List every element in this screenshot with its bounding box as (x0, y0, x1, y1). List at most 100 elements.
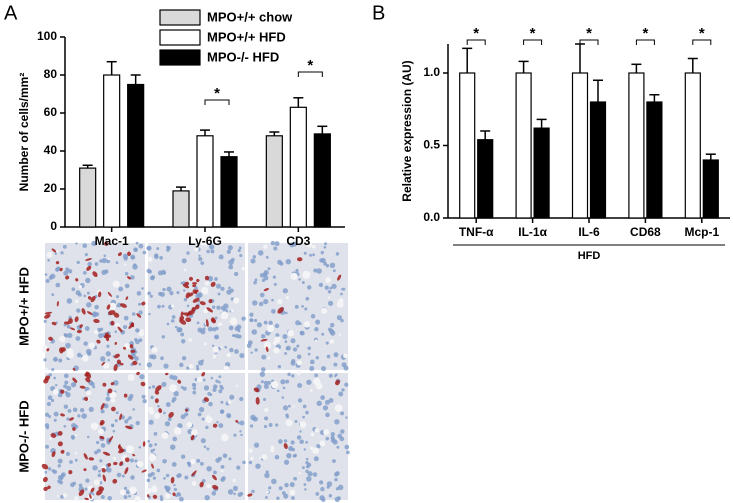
stained-cell (92, 271, 98, 278)
nucleus (315, 319, 321, 325)
nucleus (309, 365, 315, 372)
stained-cell (98, 291, 102, 298)
nucleus (328, 398, 334, 403)
nucleus (268, 486, 272, 490)
nucleus (214, 277, 218, 281)
nucleus (148, 312, 151, 316)
nucleus (173, 484, 176, 487)
nucleus (239, 253, 243, 258)
stained-cell (108, 435, 114, 443)
stained-cell (44, 314, 51, 319)
nucleus (290, 338, 296, 344)
stained-cell (120, 362, 124, 366)
stained-cell (141, 469, 147, 473)
nucleus (307, 471, 313, 477)
nucleus (277, 364, 282, 369)
nucleus (142, 399, 147, 404)
nucleus (236, 324, 242, 330)
nucleus (285, 258, 292, 265)
nucleus (162, 287, 166, 292)
bar (79, 167, 97, 228)
legend-label: MPO-/- HFD (207, 49, 279, 64)
stained-cell (212, 484, 219, 490)
nucleus (329, 322, 335, 328)
vacuole (270, 448, 275, 453)
nucleus (238, 246, 242, 250)
nucleus (63, 424, 67, 428)
nucleus (226, 413, 232, 419)
nucleus (313, 456, 319, 462)
vacuole (190, 458, 196, 465)
nucleus (285, 345, 291, 351)
nucleus (147, 245, 152, 251)
nucleus (340, 318, 344, 323)
x-tick-label: CD3 (286, 234, 310, 248)
stained-cell (141, 301, 146, 306)
nucleus (158, 291, 163, 296)
nucleus (223, 303, 229, 309)
nucleus (192, 386, 197, 391)
stained-cell (194, 304, 200, 310)
stained-cell (78, 489, 85, 497)
bar (172, 190, 190, 228)
nucleus (133, 247, 138, 253)
nucleus (289, 481, 295, 488)
nucleus (166, 286, 172, 292)
nucleus (146, 478, 151, 483)
nucleus (172, 436, 178, 442)
nucleus (294, 420, 298, 424)
stained-cell (75, 278, 79, 282)
stained-cell (119, 461, 124, 466)
nucleus (261, 334, 266, 339)
nucleus (303, 448, 307, 451)
nucleus (224, 345, 228, 349)
vacuole (46, 251, 53, 258)
stained-cell (102, 382, 107, 387)
vacuole (108, 296, 111, 299)
nucleus (86, 291, 90, 295)
stained-cell (85, 377, 91, 383)
nucleus (126, 418, 130, 421)
bar (459, 72, 476, 219)
vacuole (78, 285, 83, 289)
nucleus (283, 439, 288, 443)
nucleus (153, 432, 158, 436)
nucleus (163, 411, 166, 415)
stained-cell (191, 307, 196, 312)
nucleus (63, 270, 69, 276)
stained-cell (102, 474, 107, 482)
nucleus (196, 458, 201, 463)
nucleus (325, 436, 330, 441)
nucleus (315, 356, 320, 360)
nucleus (233, 492, 236, 496)
vacuole (302, 270, 311, 279)
vacuole (271, 381, 279, 389)
nucleus (284, 311, 288, 315)
nucleus (122, 253, 129, 259)
nucleus (284, 352, 288, 355)
stained-cell (87, 296, 92, 300)
stained-cell (104, 241, 109, 246)
nucleus (116, 472, 122, 478)
nucleus (66, 385, 72, 391)
nucleus (260, 380, 264, 384)
nucleus (154, 253, 159, 258)
stained-cell (84, 396, 89, 401)
nucleus (150, 275, 155, 280)
stained-cell (253, 387, 260, 393)
nucleus (154, 442, 158, 446)
nucleus (313, 268, 318, 273)
vacuole (140, 328, 144, 333)
stained-cell (114, 341, 118, 345)
nucleus (268, 320, 273, 326)
nucleus (258, 301, 264, 307)
nucleus (131, 256, 135, 260)
vacuole (183, 268, 187, 272)
nucleus (200, 261, 205, 265)
nucleus (84, 487, 88, 491)
stained-cell (48, 336, 53, 341)
nucleus (208, 244, 215, 250)
nucleus (69, 460, 73, 464)
vacuole (290, 272, 298, 280)
nucleus (115, 411, 119, 415)
